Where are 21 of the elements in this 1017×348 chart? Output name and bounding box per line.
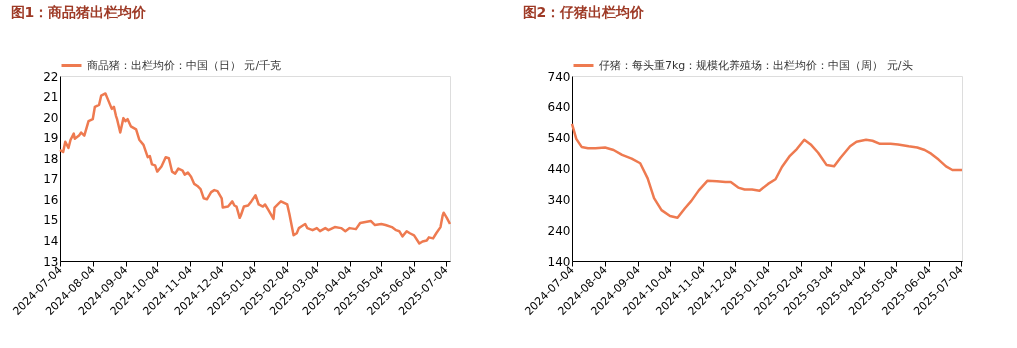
line-series [570, 122, 964, 220]
line-series [58, 92, 452, 245]
y-tick-label: 15 [43, 213, 59, 228]
y-tick-label: 740 [547, 69, 571, 84]
y-tick-label: 16 [43, 192, 59, 207]
y-tick-label: 20 [43, 110, 59, 125]
chart-title: 图1：商品猪出栏均价 [10, 4, 148, 20]
y-tick-label: 22 [43, 69, 59, 84]
y-tick-label: 440 [547, 162, 571, 176]
y-tick-label: 240 [547, 223, 571, 238]
y-tick-label: 340 [547, 192, 571, 207]
y-tick-label: 21 [43, 90, 59, 105]
legend-label: 商品猪：出栏均价：中国（日） 元/千克 [87, 58, 282, 72]
y-tick-label: 540 [547, 131, 571, 146]
legend-label: 仔猪：每头重7kg：规模化养殖场：出栏均价：中国（周） 元/头 [599, 58, 913, 72]
y-tick-label: 19 [43, 131, 59, 146]
y-tick-label: 14 [43, 233, 59, 248]
y-tick-label: 640 [547, 100, 571, 115]
chart-title: 图2：仔猪出栏均价 [522, 4, 646, 20]
y-tick-label: 17 [43, 172, 59, 187]
y-tick-label: 18 [43, 151, 59, 166]
